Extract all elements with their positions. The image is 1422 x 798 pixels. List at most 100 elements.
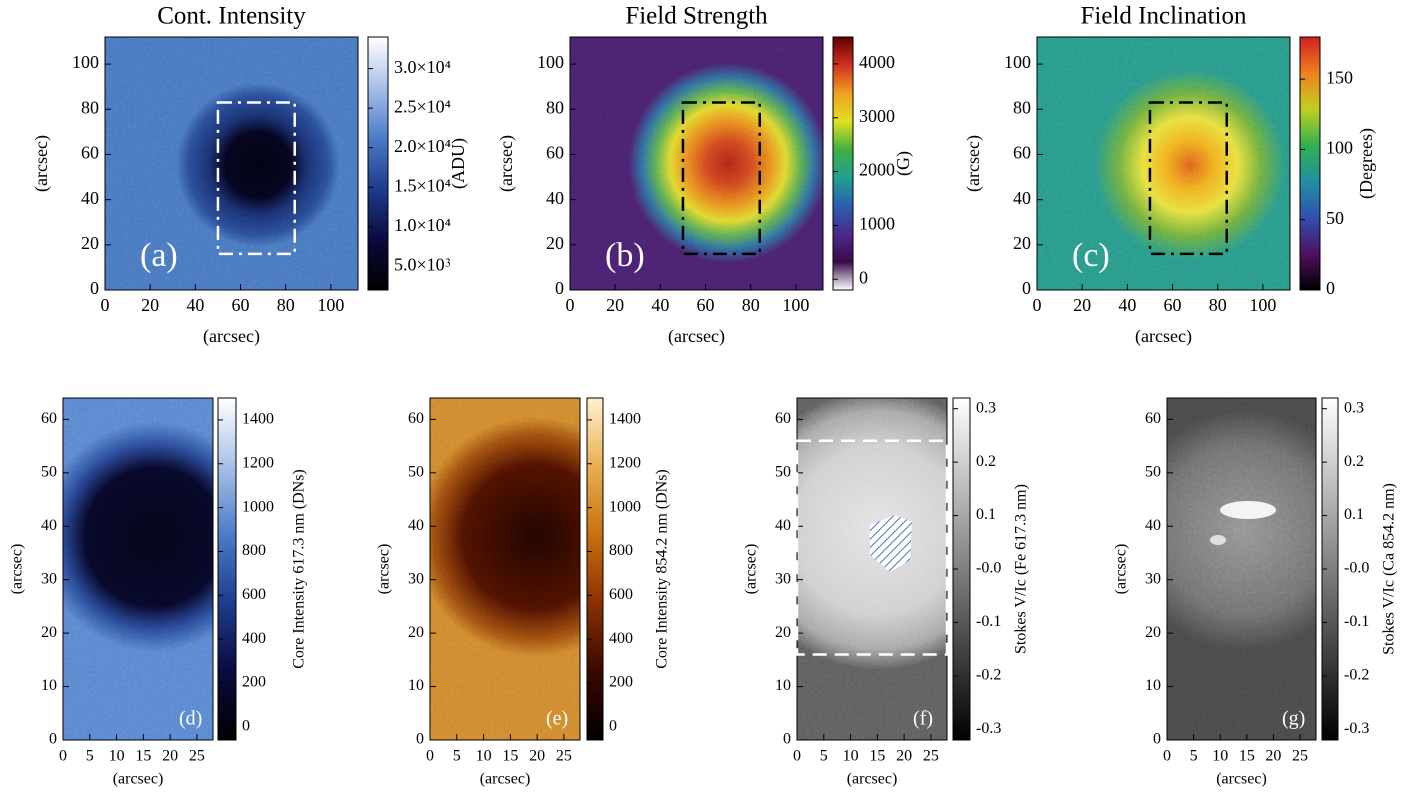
colorbar-label: Stokes V/Ic (Fe 617.3 nm) [1013, 484, 1030, 654]
colorbar [367, 36, 389, 291]
y-tick-label: 60 [408, 410, 424, 427]
colorbar-tick-label: 0.2 [1344, 453, 1364, 470]
colorbar-tick-label: 1000 [609, 498, 641, 515]
panel-label: (e) [546, 708, 568, 730]
colorbar-tick-label: 0.2 [976, 453, 996, 470]
image-texture [105, 37, 358, 290]
y-axis-label: (arcsec) [31, 135, 52, 192]
x-tick-label: 60 [232, 295, 250, 315]
y-tick-label: 10 [1145, 677, 1161, 694]
y-tick-label: 80 [1013, 97, 1031, 117]
colorbar-tick-label: 1400 [242, 411, 274, 428]
region-box [1148, 101, 1228, 256]
y-tick-label: 0 [90, 278, 99, 298]
y-axis-label: (arcsec) [496, 135, 517, 192]
x-tick-label: 0 [566, 295, 575, 315]
x-tick-label: 20 [1265, 748, 1281, 765]
x-tick-label: 0 [1163, 748, 1171, 765]
plot-frame [62, 397, 214, 741]
colorbar [1299, 36, 1321, 291]
image-texture [1037, 37, 1290, 290]
x-tick-label: 80 [1209, 295, 1227, 315]
y-tick-label: 30 [41, 570, 57, 587]
x-tick-label: 0 [426, 748, 434, 765]
colorbar-tick-label: 400 [242, 630, 266, 647]
y-tick-label: 0 [1022, 278, 1031, 298]
x-tick-label: 5 [453, 748, 461, 765]
colorbar-tick-label: 3.0×10⁴ [394, 57, 451, 77]
colorbar-tick-label: 0.3 [1344, 399, 1364, 416]
y-tick-label: 30 [408, 570, 424, 587]
colorbar-tick-label: 0 [859, 267, 868, 287]
x-tick-label: 15 [135, 748, 151, 765]
x-tick-label: 40 [1118, 295, 1136, 315]
colorbar-tick-label: 1.0×10⁴ [394, 215, 451, 235]
colorbar-tick-label: 4000 [859, 52, 895, 72]
colorbar-tick-label: 0.1 [976, 506, 996, 523]
y-axis-label: (arcsec) [376, 544, 393, 595]
y-tick-label: 20 [546, 233, 564, 253]
x-tick-label: 10 [109, 748, 125, 765]
y-tick-label: 50 [408, 463, 424, 480]
y-tick-label: 40 [41, 517, 57, 534]
bright-feature [1220, 501, 1276, 519]
colorbar-tick-label: 1000 [242, 498, 274, 515]
plot-frame [569, 36, 824, 291]
panel-label: (a) [140, 237, 178, 274]
plot-frame [104, 36, 359, 291]
panel-label: (b) [605, 237, 645, 274]
y-tick-label: 60 [546, 143, 564, 163]
y-tick-label: 0 [416, 731, 424, 748]
x-tick-label: 10 [476, 748, 492, 765]
colorbar-tick-label: 0 [1326, 278, 1335, 298]
colorbar-label: (G) [893, 151, 914, 176]
colorbar-tick-label: -0.1 [1344, 613, 1369, 630]
colorbar-label: Core Intensity 854.2 nm (DNs) [654, 469, 671, 669]
image-texture [430, 398, 580, 740]
x-axis-label: (arcsec) [1216, 771, 1267, 788]
panel-title: Field Inclination [1081, 3, 1247, 30]
y-tick-label: 20 [408, 624, 424, 641]
colorbar-tick-label: 50 [1326, 208, 1344, 228]
colorbar-tick-label: -0.0 [976, 560, 1001, 577]
x-tick-label: 15 [502, 748, 518, 765]
x-tick-label: 15 [1239, 748, 1255, 765]
image-texture [1167, 398, 1316, 740]
y-tick-label: 20 [1145, 624, 1161, 641]
colorbar-tick-label: 2.0×10⁴ [394, 136, 451, 156]
colorbar-tick-label: 0 [242, 718, 250, 735]
colorbar-tick-label: -0.2 [976, 667, 1001, 684]
colorbar-tick-label: 800 [242, 542, 266, 559]
decoration [870, 501, 1276, 572]
x-axis-label: (arcsec) [847, 771, 898, 788]
y-tick-label: 30 [775, 570, 791, 587]
colorbar-tick-label: -0.1 [976, 613, 1001, 630]
y-tick-label: 60 [81, 143, 99, 163]
colorbar-tick-label: 0.1 [1344, 506, 1364, 523]
colorbar-tick-label: -0.3 [976, 720, 1001, 737]
y-tick-label: 0 [49, 731, 57, 748]
x-tick-label: 15 [869, 748, 885, 765]
colorbar-tick-label: 3000 [859, 106, 895, 126]
image-texture [63, 398, 213, 740]
colorbar-label: Stokes V/Ic (Ca 854.2 nm) [1381, 483, 1398, 655]
y-axis-label: (arcsec) [743, 544, 760, 595]
colorbar [832, 36, 854, 291]
y-tick-label: 80 [546, 97, 564, 117]
x-tick-label: 40 [651, 295, 669, 315]
colorbar-tick-label: 800 [609, 542, 633, 559]
colorbar-tick-label: 5.0×10⁳ [394, 254, 451, 274]
y-axis-label: (arcsec) [963, 135, 984, 192]
y-tick-label: 30 [1145, 570, 1161, 587]
x-tick-label: 100 [1249, 295, 1276, 315]
panel-label: (c) [1072, 237, 1110, 274]
y-tick-label: 40 [1013, 188, 1031, 208]
x-tick-label: 0 [101, 295, 110, 315]
colorbar-tick-label: 150 [1326, 67, 1353, 87]
x-tick-label: 80 [742, 295, 760, 315]
x-axis-label: (arcsec) [113, 771, 164, 788]
image-texture [570, 37, 823, 290]
colorbar-label: (Degrees) [1356, 128, 1377, 199]
y-tick-label: 60 [775, 410, 791, 427]
